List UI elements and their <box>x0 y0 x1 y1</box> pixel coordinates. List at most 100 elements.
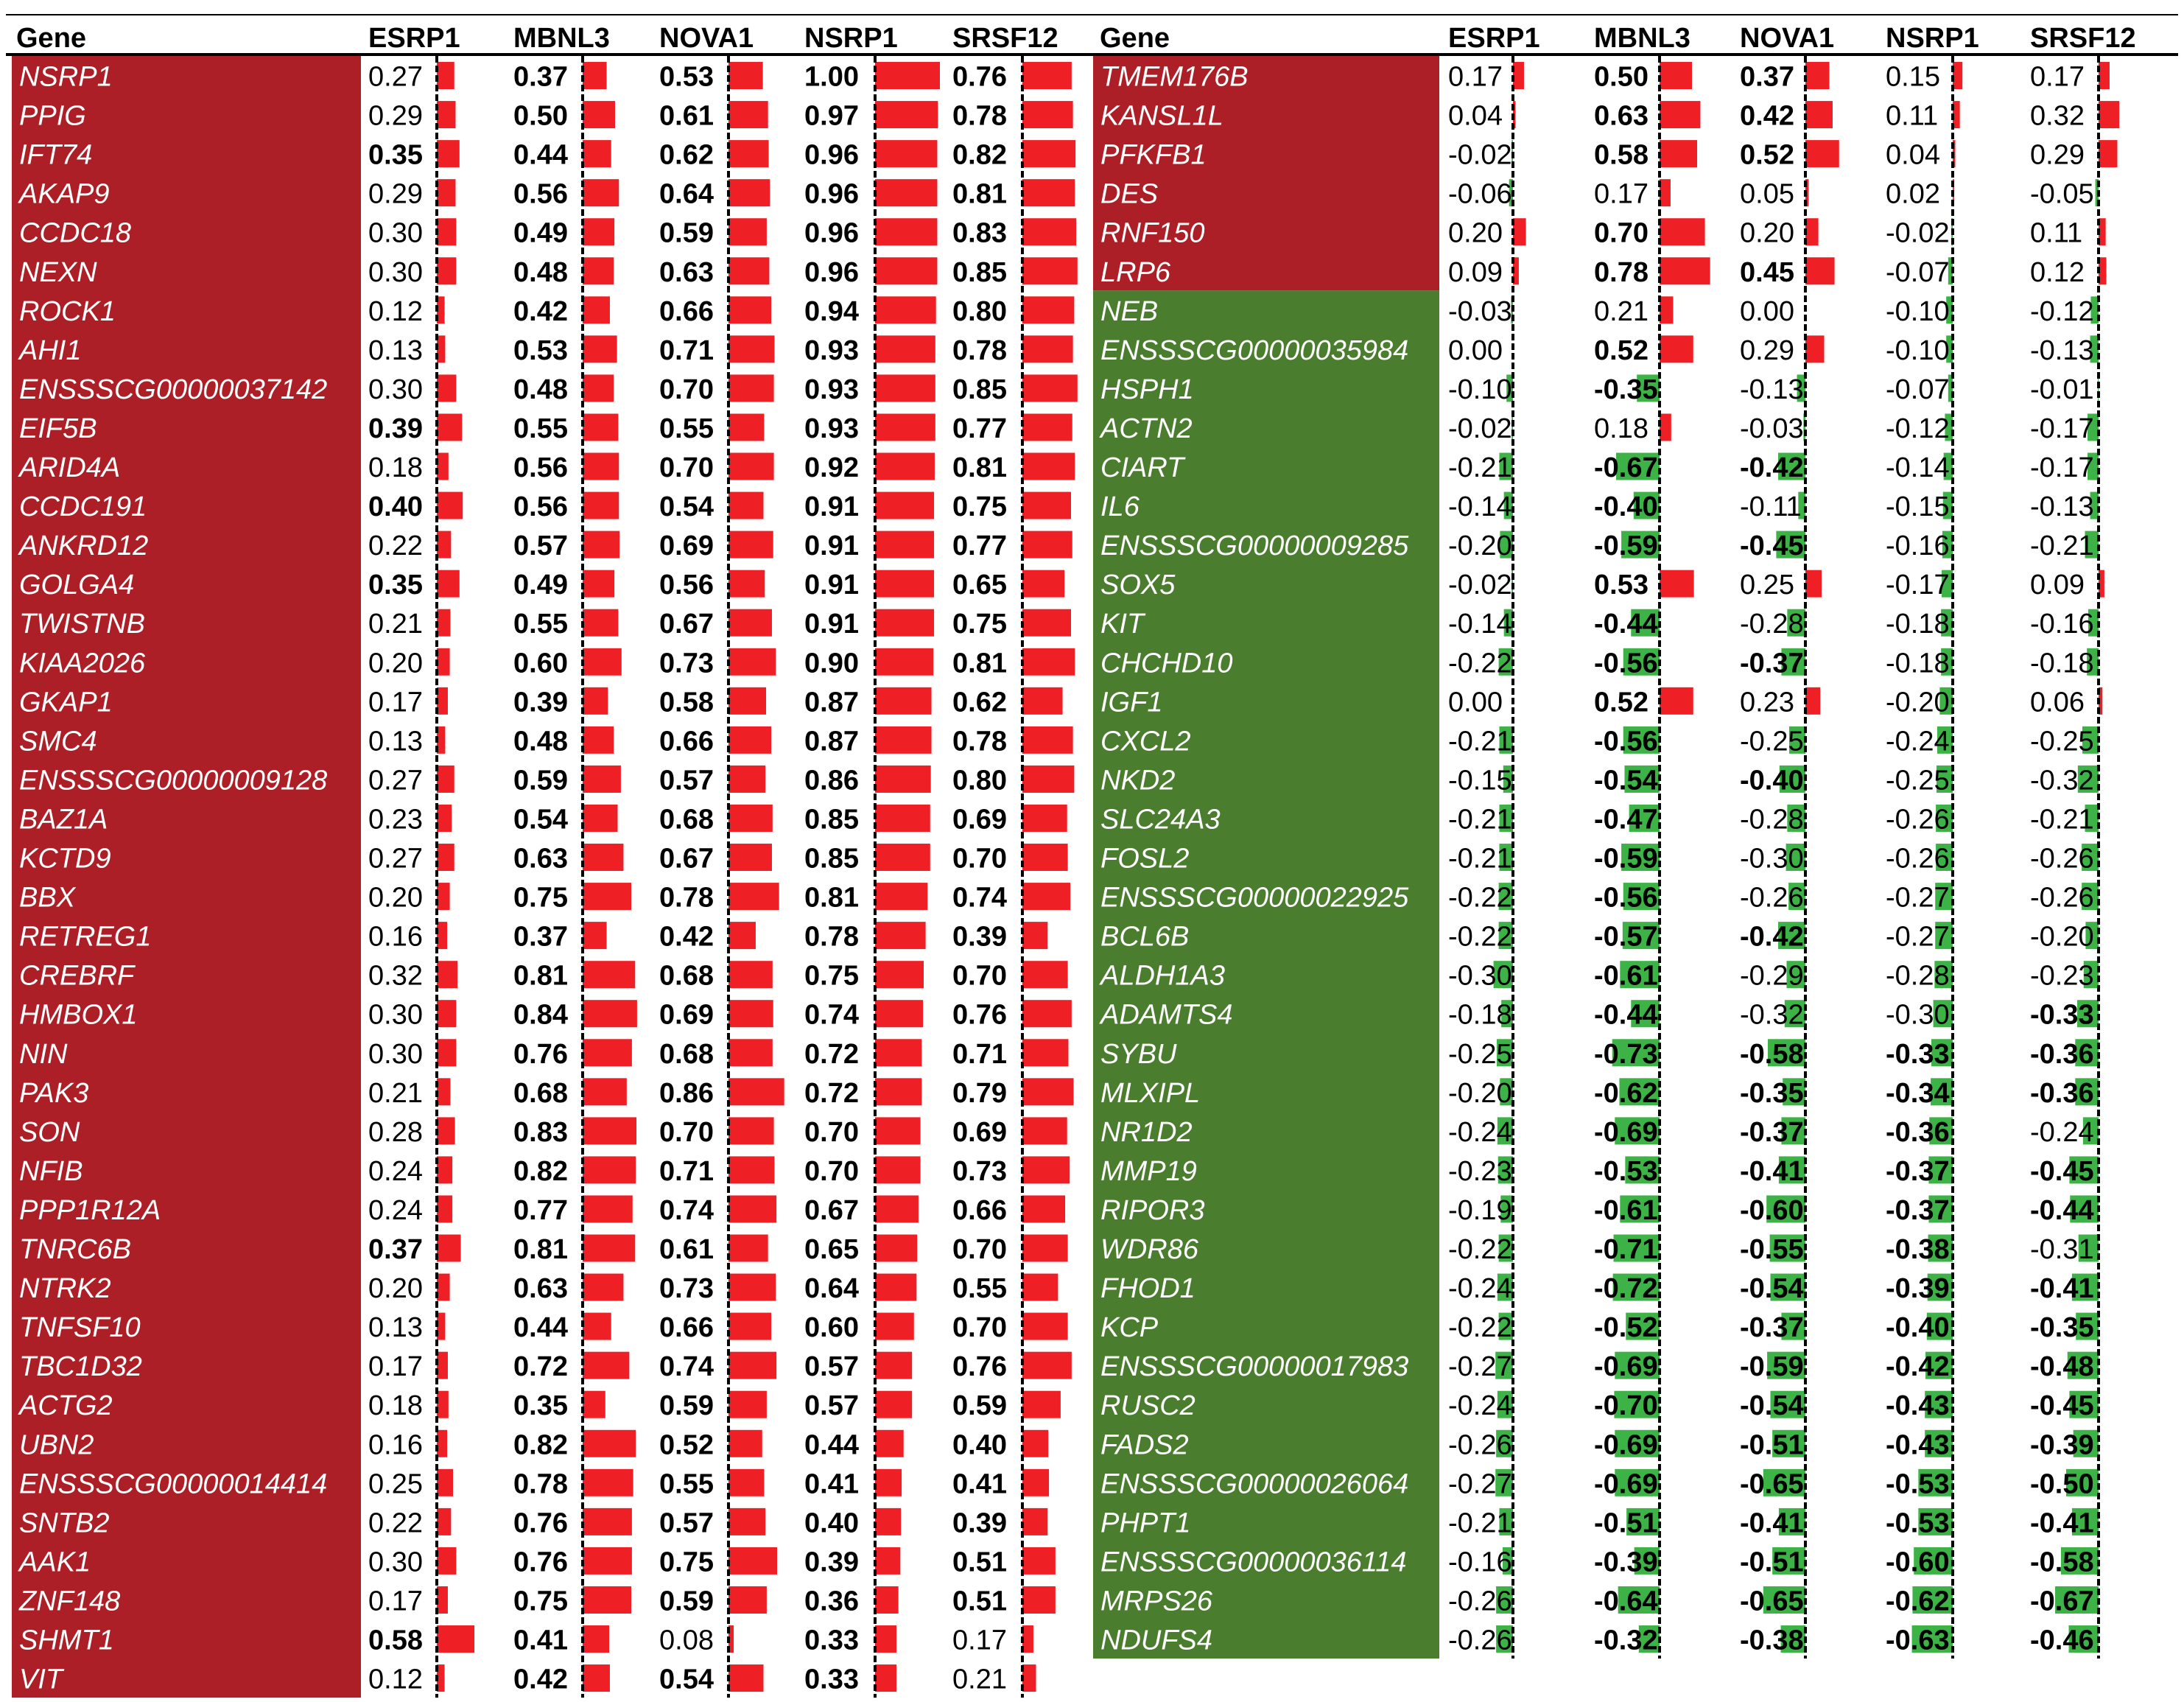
bar-mbnl3 <box>583 257 614 285</box>
bar-nova1 <box>1787 804 1805 832</box>
value-nsrp1: -0.10 <box>1886 335 1950 366</box>
bar-srsf12 <box>2090 296 2099 324</box>
value-srsf12: 0.75 <box>952 609 1007 640</box>
bar-nsrp1 <box>1914 1547 1953 1575</box>
bar-srsf12 <box>2085 804 2099 832</box>
table-row: SNTB2 0.22 0.76 0.57 0.40 0.39 <box>19 1507 1048 1538</box>
bar-nova1 <box>1798 491 1805 519</box>
value-mbnl3: 0.55 <box>513 609 568 640</box>
bar-nsrp1 <box>875 1507 902 1535</box>
bar-esrp1 <box>1498 1312 1513 1340</box>
value-srsf12: 0.29 <box>2030 140 2085 171</box>
table-row: ANKRD12 0.22 0.57 0.69 0.91 0.77 <box>18 530 1072 561</box>
table-row: WDR86 -0.22 -0.71 -0.55 -0.38 -0.31 <box>1100 1234 2099 1265</box>
value-srsf12: -0.31 <box>2030 1234 2094 1265</box>
value-esrp1: -0.26 <box>1448 1429 1512 1460</box>
value-srsf12: -0.05 <box>2030 179 2094 210</box>
value-nsrp1: 0.75 <box>804 961 859 992</box>
bar-nova1 <box>1805 101 1833 129</box>
value-nsrp1: 0.78 <box>804 922 859 953</box>
value-srsf12: 0.77 <box>952 413 1007 444</box>
bar-nsrp1 <box>1948 257 1953 285</box>
value-esrp1: -0.18 <box>1448 1000 1512 1031</box>
value-nova1: 0.42 <box>1740 101 1794 132</box>
value-esrp1: -0.23 <box>1448 1156 1512 1187</box>
value-nova1: 0.70 <box>659 1117 714 1148</box>
bar-mbnl3 <box>583 1078 627 1106</box>
table-row: NTRK2 0.20 0.63 0.73 0.64 0.55 <box>19 1273 1058 1304</box>
gene-label: ACTG2 <box>18 1390 113 1421</box>
value-nova1: 0.86 <box>659 1078 714 1109</box>
value-nova1: -0.54 <box>1740 1390 1804 1421</box>
value-nova1: 0.68 <box>659 1039 714 1070</box>
value-nsrp1: -0.62 <box>1886 1586 1950 1617</box>
bar-esrp1 <box>437 1625 475 1653</box>
bar-srsf12 <box>2099 218 2106 246</box>
bar-nsrp1 <box>875 335 935 363</box>
value-mbnl3: 0.60 <box>513 648 568 679</box>
gene-label: SLC24A3 <box>1100 804 1221 835</box>
value-mbnl3: 0.54 <box>513 804 568 835</box>
value-nova1: 0.63 <box>659 257 714 288</box>
gene-label: LRP6 <box>1100 257 1171 288</box>
value-nsrp1: -0.43 <box>1886 1429 1950 1460</box>
gene-label: ENSSSCG00000036114 <box>1100 1547 1406 1577</box>
value-nova1: -0.11 <box>1740 491 1802 522</box>
value-srsf12: 0.76 <box>952 1000 1007 1031</box>
bar-esrp1 <box>437 1429 448 1457</box>
bar-nova1 <box>728 1547 777 1575</box>
bar-nova1 <box>728 257 770 285</box>
bar-srsf12 <box>1022 1078 1074 1106</box>
value-esrp1: -0.21 <box>1448 726 1512 757</box>
gene-label: ENSSSCG00000022925 <box>1100 883 1409 914</box>
value-nova1: -0.55 <box>1740 1234 1804 1265</box>
bar-nova1 <box>728 374 774 402</box>
gene-label: NFIB <box>19 1156 83 1187</box>
bar-esrp1 <box>437 1547 457 1575</box>
value-nsrp1: -0.24 <box>1886 726 1950 757</box>
value-nsrp1: 0.96 <box>804 218 859 249</box>
bar-srsf12 <box>2099 101 2120 129</box>
value-esrp1: -0.14 <box>1448 609 1512 640</box>
bar-srsf12 <box>2071 1273 2099 1301</box>
value-srsf12: 0.80 <box>952 296 1007 327</box>
table-row: ENSSSCG00000026064 -0.27 -0.69 -0.65 -0.53 -0… <box>1100 1468 2099 1499</box>
table-row: NR1D2 -0.24 -0.69 -0.37 -0.36 -0.24 <box>1100 1117 2099 1148</box>
value-nsrp1: 0.91 <box>804 609 859 640</box>
gene-label: RUSC2 <box>1100 1390 1195 1421</box>
bar-nsrp1 <box>1912 1586 1953 1614</box>
bar-mbnl3 <box>583 530 620 558</box>
value-nova1: 0.68 <box>659 961 714 992</box>
bar-nova1 <box>1789 726 1805 754</box>
bar-nova1 <box>728 1429 762 1457</box>
table-row: NEB -0.03 0.21 0.00 -0.10 -0.12 <box>1100 296 2099 327</box>
bar-esrp1 <box>437 961 458 989</box>
value-srsf12: -0.35 <box>2030 1312 2094 1343</box>
bar-srsf12 <box>2069 1156 2099 1184</box>
value-esrp1: -0.21 <box>1448 452 1512 483</box>
value-nova1: -0.03 <box>1740 413 1804 444</box>
value-srsf12: -0.12 <box>2030 296 2094 327</box>
table-row: ZNF148 0.17 0.75 0.59 0.36 0.51 <box>18 1586 1056 1617</box>
value-mbnl3: 0.77 <box>513 1195 568 1226</box>
value-nova1: 0.29 <box>1740 335 1794 366</box>
bar-nova1 <box>1788 883 1805 911</box>
bar-esrp1 <box>1497 1273 1513 1301</box>
bar-nova1 <box>728 1507 766 1535</box>
bar-nsrp1 <box>875 1351 913 1379</box>
value-srsf12: 0.69 <box>952 1117 1007 1148</box>
value-nsrp1: 0.91 <box>804 530 859 561</box>
table-row: RIPOR3 -0.19 -0.61 -0.60 -0.37 -0.44 <box>1100 1195 2099 1226</box>
bar-srsf12 <box>2085 530 2099 558</box>
bar-srsf12 <box>1022 922 1048 950</box>
value-nova1: -0.30 <box>1740 844 1804 875</box>
bar-esrp1 <box>1498 922 1513 950</box>
value-srsf12: 0.76 <box>952 1351 1007 1382</box>
gene-label: TNFSF10 <box>19 1312 141 1343</box>
gene-label: MRPS26 <box>1100 1586 1213 1617</box>
table-row: ADAMTS4 -0.18 -0.44 -0.32 -0.30 -0.33 <box>1099 1000 2099 1031</box>
table-row: AKAP9 0.29 0.56 0.64 0.96 0.81 <box>18 179 1075 210</box>
bar-mbnl3 <box>583 961 636 989</box>
bar-srsf12 <box>2082 844 2099 872</box>
bar-srsf12 <box>1022 804 1067 832</box>
